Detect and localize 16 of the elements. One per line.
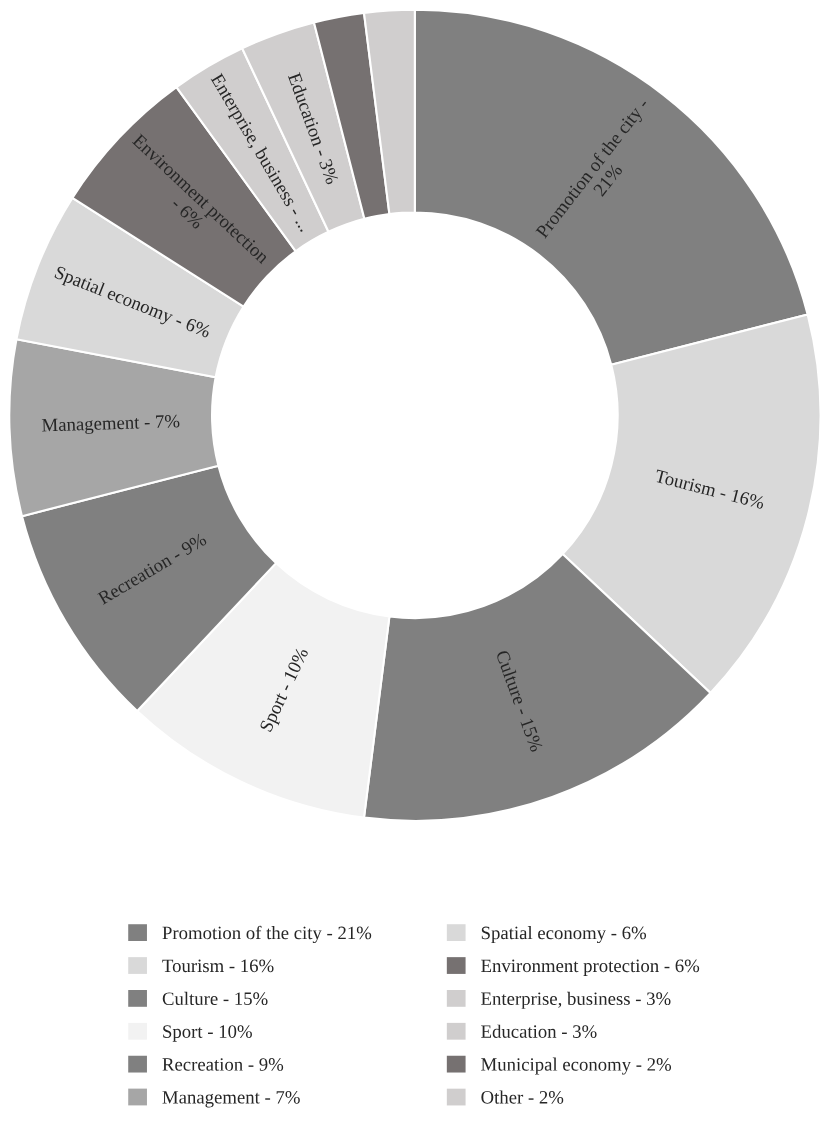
legend-label: Management - 7% [162,1090,300,1108]
slice-label: Tourism - 16% [654,469,766,510]
legend-label: Spatial economy - 6% [481,926,647,944]
legend-label: Other - 2% [481,1090,564,1104]
legend-label: Sport - 10% [163,1025,252,1042]
slice-label: Sport - 10% [259,646,313,734]
legend-label: Education - 3% [481,1024,597,1038]
legend-label: Promotion of the city - 21% [162,925,372,944]
legend-label: Recreation - 9% [162,1058,284,1071]
legend-label: Culture - 15% [162,991,268,1006]
legend-label: Municipal economy - 2% [481,1057,672,1075]
legend-label: Environment protection - 6% [481,959,700,976]
legend-label: Enterprise, business - 3% [481,991,671,1009]
slice-label: Culture - 15% [495,649,544,753]
slice-label: Management - 7% [41,414,180,436]
legend-label: Tourism - 16% [162,959,274,973]
